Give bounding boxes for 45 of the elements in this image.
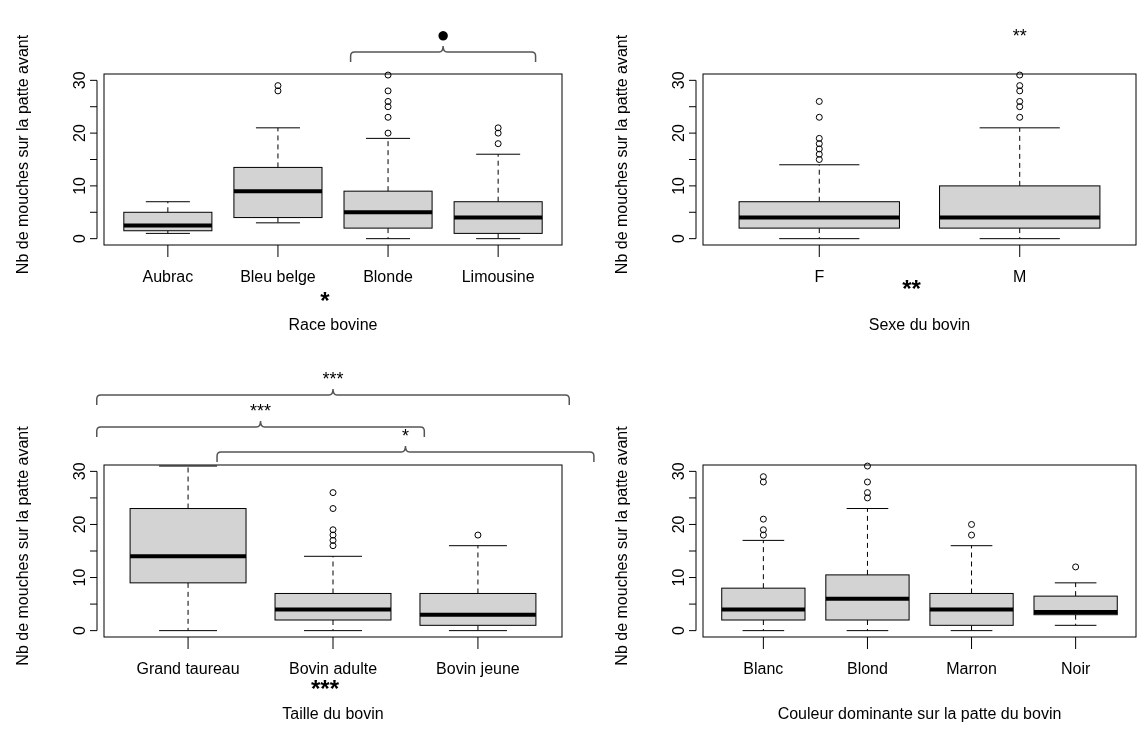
y-tick-label: 10 [670, 176, 687, 195]
y-tick-label: 0 [670, 626, 687, 636]
y-tick-label: 30 [670, 71, 687, 90]
x-tick-label: Aubrac [142, 268, 194, 285]
x-tick-label: Bleu belge [240, 268, 316, 285]
x-tick-label: Bovin jeune [436, 660, 520, 677]
text: *** [250, 401, 272, 421]
x-axis-title: Couleur dominante sur la patte du bovin [777, 705, 1062, 722]
x-tick-label: Blond [847, 660, 888, 677]
x-tick-label: Noir [1060, 660, 1091, 677]
x-tick-label: M [1013, 268, 1027, 285]
x-tick-label: Blanc [743, 660, 784, 677]
text: * [320, 287, 331, 314]
text: *** [310, 675, 340, 702]
text: *** [322, 369, 344, 389]
text: ** [902, 275, 922, 302]
text: ** [1012, 26, 1027, 46]
y-tick-label: 10 [71, 568, 88, 587]
x-axis-title: Taille du bovin [282, 705, 384, 722]
text: ● [436, 22, 450, 47]
text: * [401, 426, 409, 446]
x-axis-title: Sexe du bovin [868, 316, 971, 333]
y-tick-label: 20 [71, 124, 88, 143]
x-tick-label: Bovin adulte [288, 660, 378, 677]
y-axis-title: Nb de mouches sur la patte avant [14, 34, 31, 275]
y-axis-title: Nb de mouches sur la patte avant [613, 425, 630, 666]
x-tick-label: Limousine [461, 268, 535, 285]
y-axis-title: Nb de mouches sur la patte avant [613, 34, 630, 275]
y-tick-label: 20 [670, 515, 687, 534]
y-tick-label: 0 [71, 626, 88, 636]
x-tick-label: F [814, 268, 825, 285]
x-tick-label: Blonde [363, 268, 414, 285]
y-tick-label: 0 [670, 234, 687, 244]
y-axis-title: Nb de mouches sur la patte avant [14, 425, 31, 666]
x-axis-title: Race bovine [288, 316, 378, 333]
y-tick-label: 10 [71, 176, 88, 195]
y-tick-label: 20 [670, 124, 687, 143]
y-tick-label: 30 [71, 462, 88, 481]
y-tick-label: 0 [71, 234, 88, 244]
x-tick-label: Marron [946, 660, 997, 677]
y-tick-label: 30 [670, 462, 687, 481]
x-tick-label: Grand taureau [136, 660, 240, 677]
y-tick-label: 20 [71, 515, 88, 534]
y-tick-label: 30 [71, 71, 88, 90]
y-tick-label: 10 [670, 568, 687, 587]
